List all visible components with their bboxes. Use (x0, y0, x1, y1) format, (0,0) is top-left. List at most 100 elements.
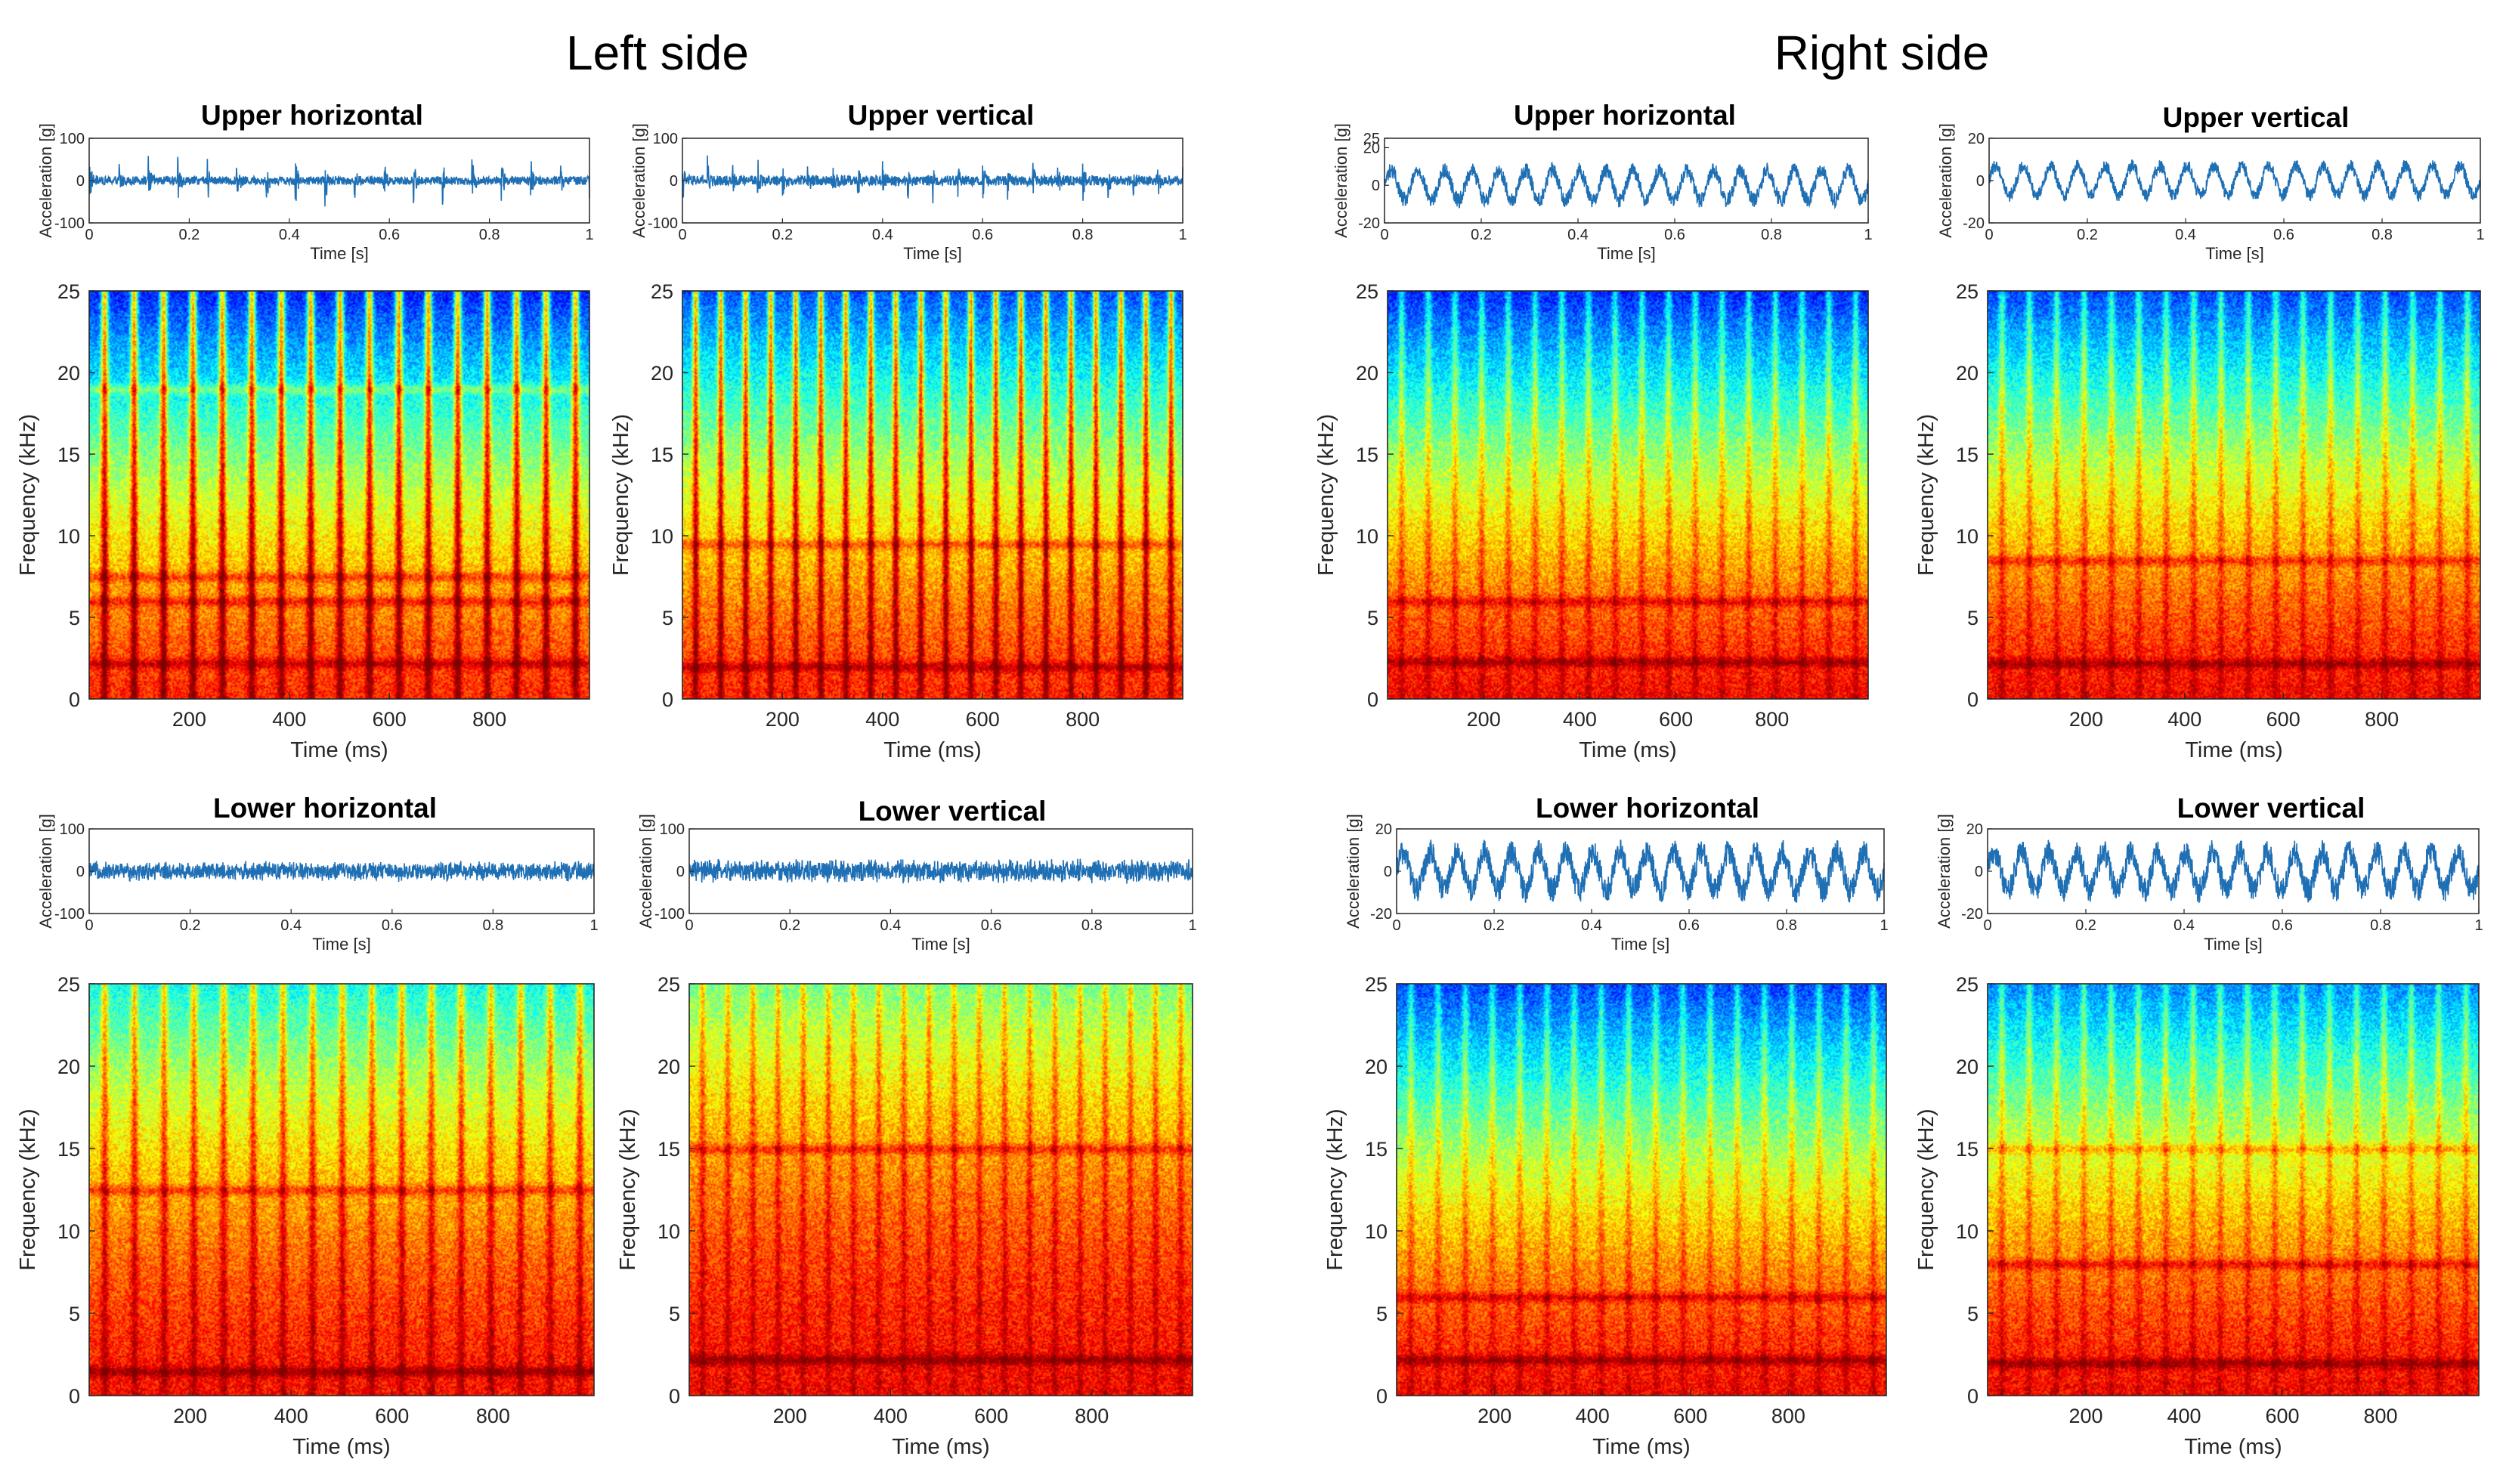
spectrogram-xtick-label: 200 (2069, 708, 2103, 731)
signal-ytick-label: 100 (660, 821, 685, 838)
spectrogram-ytick-label: 20 (1365, 1056, 1388, 1078)
signal-xtick-label: 0.2 (2077, 227, 2098, 243)
signal-ytick-label: 0 (1975, 864, 1983, 880)
spectrogram-xtick-label: 400 (2167, 1405, 2201, 1427)
spectrogram-xtick-label: 400 (2167, 708, 2201, 731)
spectrogram-ytick-label: 5 (662, 607, 673, 629)
spectrogram-ytick-label: 0 (662, 688, 673, 711)
signal-xtick-label: 0.2 (180, 917, 201, 934)
spectrogram-axes-box (88, 983, 595, 1396)
signal-xtick-label: 0.2 (772, 227, 793, 243)
signal-xtick-label: 0.2 (1471, 227, 1492, 243)
spectrogram-ytick-label: 0 (1967, 1385, 1979, 1408)
spectrogram-ylabel: Frequency (kHz) (16, 414, 40, 576)
signal-ylabel: Acceleration [g] (1332, 123, 1351, 238)
spectrogram-xtick-label: 400 (1576, 1405, 1610, 1427)
signal-xlabel: Time [s] (2204, 935, 2262, 954)
signal-ytick-label: -100 (648, 215, 678, 232)
spectrogram-ytick-label: 0 (1376, 1385, 1388, 1408)
spectrogram-ytick-label: 20 (1356, 362, 1378, 385)
spectrogram-xtick-label: 800 (1066, 708, 1100, 731)
signal-ytick-label: 20 (1363, 140, 1380, 156)
signal-xtick-label: 0.4 (2173, 917, 2195, 934)
spectrogram-axes-box (1987, 983, 2480, 1396)
signal-xtick-label: 0.6 (1678, 917, 1700, 934)
signal-trace (1396, 839, 1885, 903)
panel-title: Upper vertical (2163, 102, 2350, 133)
signal-ytick-label: -20 (1961, 906, 1983, 923)
signal-xlabel: Time [s] (310, 244, 368, 263)
spectrogram: 200 400 600 800 0 5 10 15 20 25 Time (ms) Frequency… (16, 280, 590, 762)
signal-xlabel: Time [s] (1597, 244, 1655, 263)
signal-ytick-label: 0 (670, 173, 678, 190)
signal-xtick-label: 0 (85, 227, 93, 243)
signal-ylabel: Acceleration [g] (1936, 123, 1955, 238)
signal-ytick-label: 25 (1363, 131, 1380, 147)
spectrogram-ytick-label: 5 (669, 1303, 680, 1325)
spectrogram-ytick-label: 5 (69, 1303, 80, 1325)
spectrogram-ytick-label: 25 (651, 280, 673, 303)
spectrogram-ytick-label: 10 (1956, 525, 1979, 548)
spectrogram: 200 400 600 800 0 5 10 15 20 25 Time (ms) Frequency… (1314, 280, 1869, 762)
spectrogram-ylabel: Frequency (kHz) (616, 1108, 640, 1270)
signal-xtick-label: 0.2 (2075, 917, 2096, 934)
spectrogram-ytick-label: 20 (1956, 1056, 1979, 1078)
signal-xtick-label: 0.4 (2175, 227, 2196, 243)
signal-xtick-label: 0.2 (779, 917, 800, 934)
spectrogram-ytick-label: 10 (57, 1220, 80, 1243)
spectrogram-xtick-label: 600 (966, 708, 1000, 731)
signal-ytick-label: -100 (54, 906, 85, 923)
spectrogram-xtick-label: 200 (173, 1405, 207, 1427)
spectrogram-ytick-label: 15 (57, 1138, 80, 1161)
signal-xlabel: Time [s] (1611, 935, 1669, 954)
right-side-title: Right side (1774, 26, 1990, 80)
spectrogram-xlabel: Time (ms) (2185, 738, 2282, 762)
spectrogram-axes-box (1387, 290, 1869, 700)
signal-ylabel: Acceleration [g] (630, 123, 648, 238)
spectrogram-ytick-label: 0 (69, 688, 80, 711)
signal-trace (1988, 159, 2481, 203)
signal-ylabel: Acceleration [g] (36, 123, 55, 238)
signal-xtick-label: 0 (678, 227, 686, 243)
spectrogram-xtick-label: 400 (274, 1405, 308, 1427)
signal-xtick-label: 0.8 (2370, 917, 2391, 934)
signal-xtick-label: 0.6 (379, 227, 400, 243)
spectrogram-ytick-label: 5 (1367, 607, 1378, 629)
signal-xtick-label: 1 (1188, 917, 1196, 934)
signal-ylabel: Acceleration [g] (1935, 814, 1954, 929)
signal-ylabel: Acceleration [g] (1344, 814, 1363, 929)
signal-ytick-label: 100 (60, 821, 85, 838)
spectrogram-ytick-label: 15 (57, 444, 80, 466)
signal-xtick-label: 0.8 (1776, 917, 1797, 934)
spectrogram-ytick-label: 20 (651, 362, 673, 385)
spectrogram-ylabel: Frequency (kHz) (1914, 414, 1938, 576)
spectrogram-xlabel: Time (ms) (1592, 1435, 1690, 1459)
signal-xtick-label: 1 (2474, 917, 2483, 934)
spectrogram: 200 400 600 800 0 5 10 15 20 25 Time (ms) Frequency… (16, 973, 595, 1459)
signal-xtick-label: 1 (1880, 917, 1888, 934)
spectrogram-ytick-label: 20 (57, 1056, 80, 1078)
spectrogram-ytick-label: 5 (1376, 1303, 1388, 1325)
spectrogram-heatmap (1988, 291, 2480, 699)
spectrogram-xtick-label: 600 (2266, 708, 2300, 731)
signal-xtick-label: 0.6 (382, 917, 403, 934)
signal-trace (1987, 839, 2480, 903)
signal-xtick-label: 0.4 (280, 917, 302, 934)
signal-ytick-label: 100 (60, 131, 85, 147)
spectrogram-ytick-label: 25 (1365, 973, 1388, 996)
signal-xtick-label: 0.4 (880, 917, 901, 934)
signal-xtick-label: 0.6 (2273, 227, 2294, 243)
signal-xtick-label: 0.6 (1664, 227, 1685, 243)
signal-ytick-label: -100 (54, 215, 85, 232)
signal-trace (88, 861, 595, 883)
spectrogram-xtick-label: 400 (272, 708, 306, 731)
spectrogram-xtick-label: 600 (375, 1405, 409, 1427)
spectrogram-ytick-label: 10 (1365, 1220, 1388, 1243)
spectrogram-ytick-label: 15 (1365, 1138, 1388, 1161)
signal-ytick-label: 0 (1372, 178, 1380, 194)
signal-xtick-label: 0.4 (1567, 227, 1589, 243)
